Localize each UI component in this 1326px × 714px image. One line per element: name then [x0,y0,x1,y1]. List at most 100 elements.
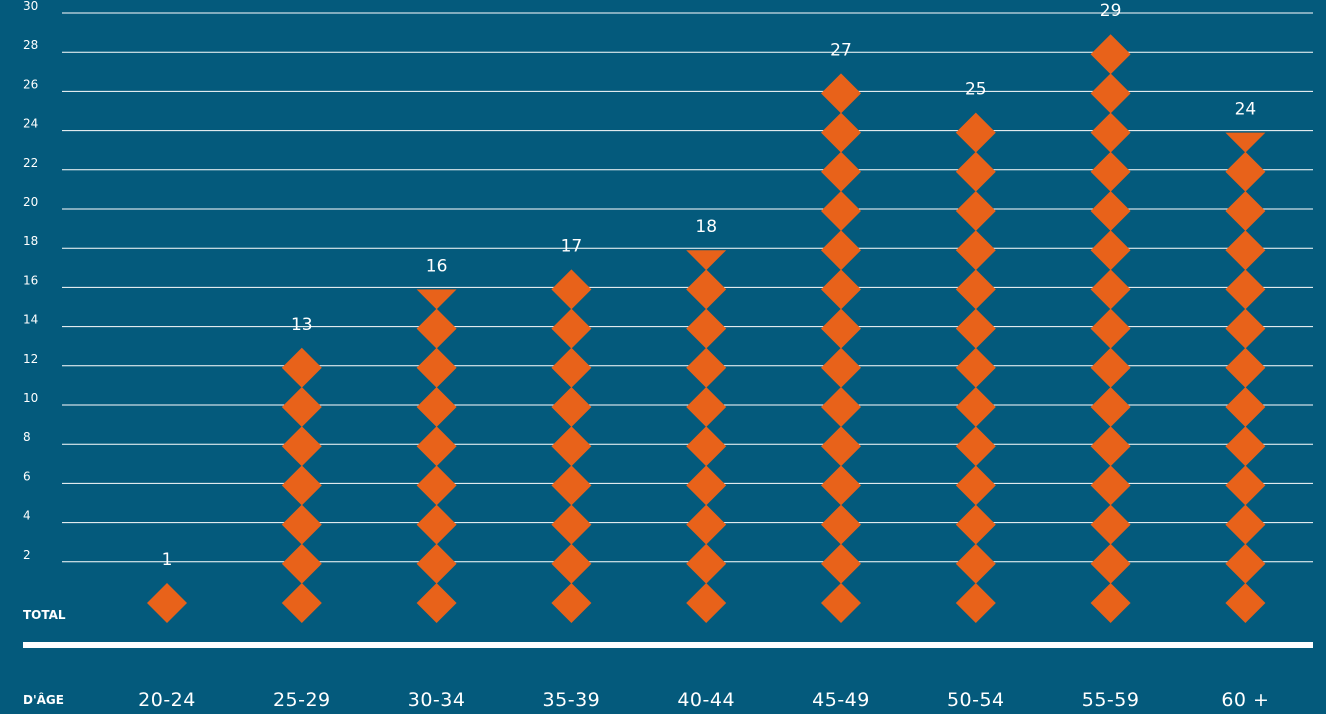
diamond-mark [1090,191,1131,231]
x-tick-label-50-54: 50-54 [947,689,1005,711]
diamond-mark [686,387,727,427]
diamond-mark [821,465,861,506]
y-tick-label-28: 28 [23,38,38,52]
half-diamond-mark [1225,132,1266,153]
y-tick-label-2: 2 [23,548,31,562]
x-tick-label-20-24: 20-24 [138,689,196,711]
diamond-mark [686,504,727,545]
diamond-mark [281,543,322,584]
diamond-mark [955,504,996,545]
diamond-mark [955,426,996,467]
diamond-mark [281,426,322,467]
diamond-mark [416,347,457,388]
diamond-mark [1090,583,1131,623]
diamond-mark [281,387,322,427]
diamond-mark [955,269,996,310]
bar-40-44 [686,250,727,623]
diamond-mark [821,543,861,584]
diamond-mark [1090,151,1131,192]
diamond-mark [1225,151,1266,192]
y-tick-label-8: 8 [23,430,31,444]
x-axis-label: D'ÂGE [23,692,64,707]
bar-55-59 [1090,34,1131,623]
diamond-mark [955,347,996,388]
diamond-mark [551,269,592,310]
diamond-mark [1090,112,1131,153]
diamond-mark [416,465,457,506]
diamond-mark [1090,504,1131,545]
diamond-mark [1090,34,1131,75]
data-marks [147,34,1266,623]
bar-45-49 [821,73,861,623]
y-tick-label-12: 12 [23,352,38,366]
diamond-mark [416,504,457,545]
diamond-mark [821,308,861,349]
diamond-mark [416,543,457,584]
diamond-mark [955,112,996,153]
diamond-mark [551,387,592,427]
diamond-mark [821,583,861,623]
y-tick-label-14: 14 [23,313,38,327]
diamond-mark [1225,230,1266,271]
bar-25-29 [281,347,322,623]
diamond-mark [147,583,187,623]
diamond-mark [955,230,996,271]
diamond-mark [821,191,861,231]
diamond-mark [1225,583,1266,623]
x-tick-label-25-29: 25-29 [273,689,331,711]
diamond-mark [1090,426,1131,467]
diamond-mark [821,73,861,114]
diamond-mark [1090,347,1131,388]
x-tick-label-35-39: 35-39 [543,689,601,711]
y-tick-label-16: 16 [23,273,38,287]
bar-30-34 [416,289,457,623]
x-category-labels: 20-24 25-29 30-34 35-39 40-44 45-49 50-54 55-59… [138,689,1269,711]
baseline-label: TOTAL [23,608,66,622]
x-tick-label-55-59: 55-59 [1082,689,1140,711]
diamond-mark [1225,504,1266,545]
diamond-mark [1090,465,1131,506]
value-label-30-34: 16 [426,256,448,276]
y-tick-label-6: 6 [23,469,31,483]
diamond-mark [821,269,861,310]
y-tick-label-22: 22 [23,156,38,170]
diamond-mark [281,465,322,506]
y-tick-label-4: 4 [23,509,31,523]
x-tick-label-30-34: 30-34 [408,689,466,711]
value-label-35-39: 17 [561,236,583,256]
diamond-mark [1225,308,1266,349]
diamond-mark [1225,191,1266,231]
diamond-mark [1090,230,1131,271]
diamond-mark [1090,308,1131,349]
x-tick-label-60+: 60 + [1221,689,1269,711]
diamond-mark [551,308,592,349]
diamond-mark [821,347,861,388]
diamond-mark [416,308,457,349]
diamond-mark [281,347,322,388]
diamond-mark [686,269,727,310]
bar-35-39 [551,269,592,623]
half-diamond-mark [686,250,727,271]
diamond-mark [1090,73,1131,114]
value-label-55-59: 29 [1100,1,1122,21]
y-tick-label-10: 10 [23,391,38,405]
diamond-mark [1225,426,1266,467]
diamond-mark [1225,465,1266,506]
y-tick-label-20: 20 [23,195,38,209]
diamond-mark [1090,387,1131,427]
bar-50-54 [955,112,996,623]
value-label-25-29: 13 [291,315,313,335]
diamond-mark [551,543,592,584]
diamond-mark [281,583,322,623]
value-label-50-54: 25 [965,80,987,100]
diamond-mark [821,151,861,192]
diamond-mark [686,308,727,349]
diamond-mark [686,347,727,388]
diamond-mark [551,465,592,506]
bar-60+ [1225,132,1266,623]
diamond-mark [551,583,592,623]
diamond-mark [955,583,996,623]
y-tick-label-18: 18 [23,234,38,248]
